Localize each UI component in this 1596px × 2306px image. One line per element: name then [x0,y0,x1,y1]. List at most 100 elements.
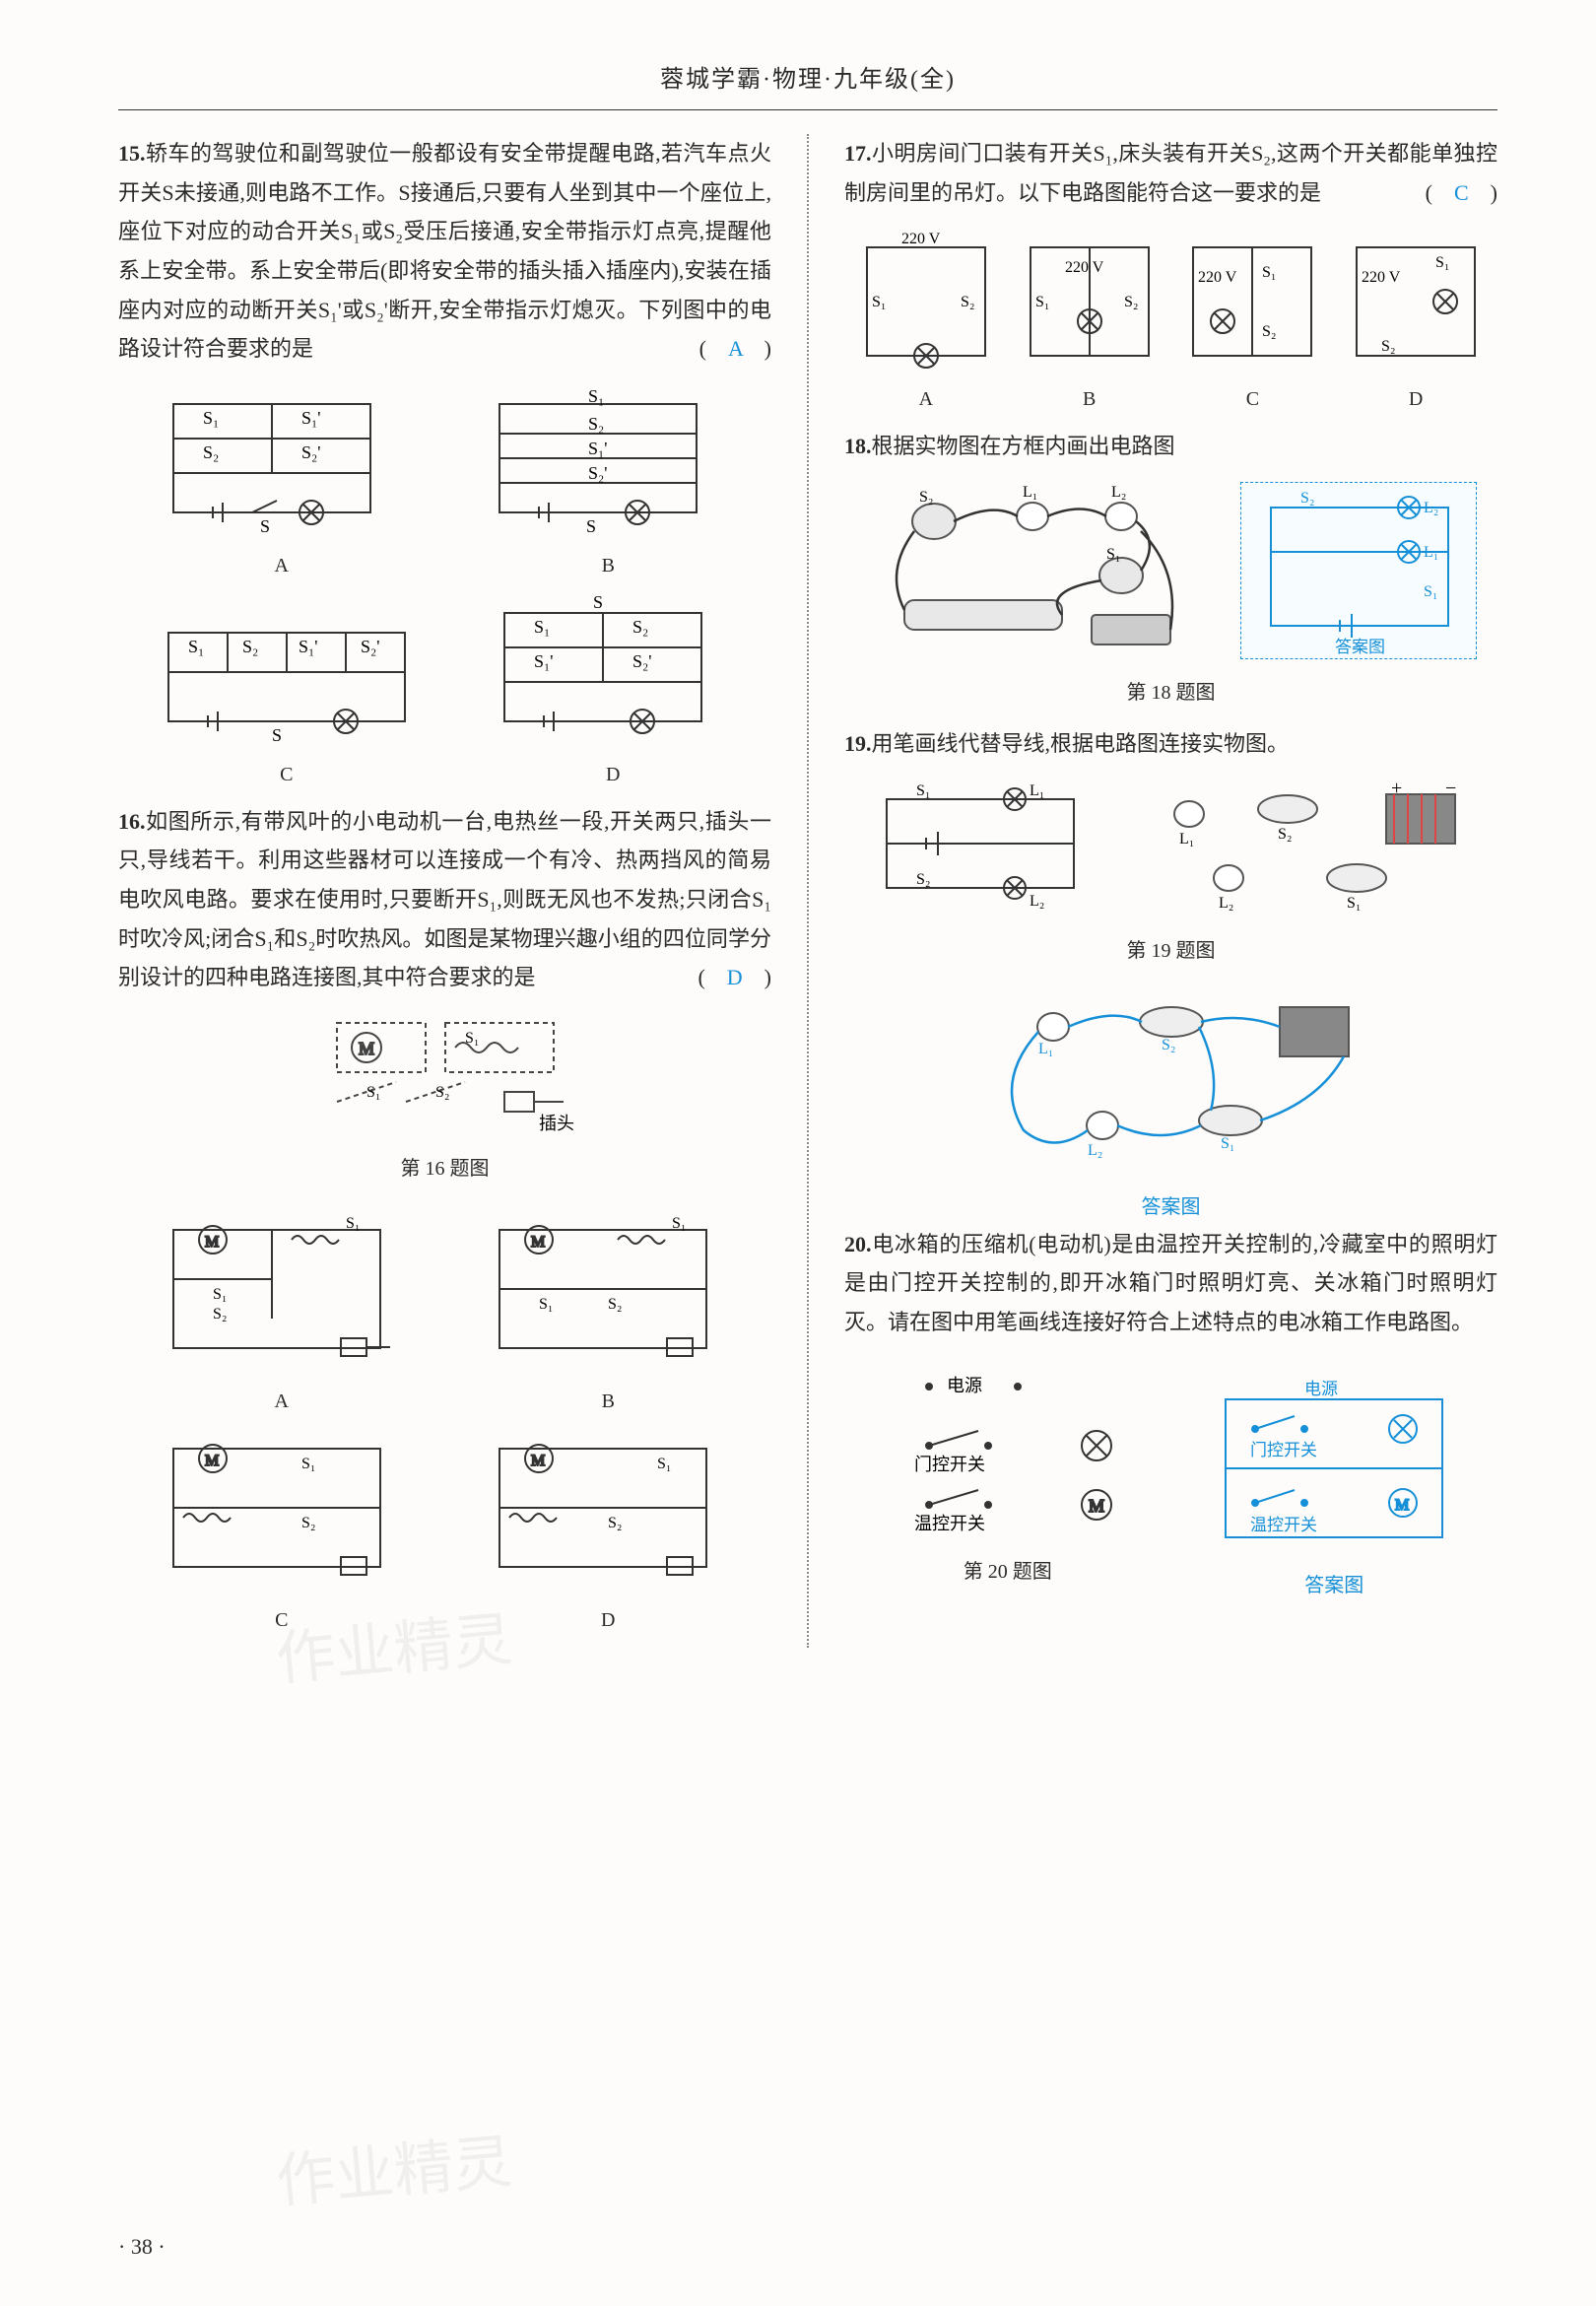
svg-text:S₁: S₁ [301,1456,315,1472]
option-label: D [1409,381,1423,417]
svg-text:S₂: S₂ [608,1296,622,1313]
q16-options-row1: M S₁ S₁ S₂ A M S₁ [118,1210,771,1419]
question-16: 16.如图所示,有带风叶的小电动机一台,电热丝一段,开关两只,插头一只,导线若干… [118,802,771,997]
circuit-icon: 220 V S₁ S₂ [852,228,1000,375]
svg-text:L₂: L₂ [1088,1142,1102,1159]
svg-text:L₁: L₁ [1038,1041,1053,1057]
svg-text:S: S [260,516,270,536]
q18-number: 18. [844,434,872,458]
svg-text:M: M [531,1453,545,1469]
svg-text:S₂: S₂ [1381,338,1395,355]
svg-text:S₁: S₁ [916,782,930,799]
q19-answer: L₁ S₂ L₂ S₁ [844,983,1497,1180]
svg-text:L₂: L₂ [1111,484,1126,501]
circuit-icon: 220 V S₁ S₂ [1178,228,1326,375]
svg-text:S₁: S₁ [539,1296,553,1313]
svg-text:−: − [1445,780,1456,799]
components-icon: M S₁ S₁ S₂ 插头 [307,1013,583,1141]
svg-text:S₁: S₁ [346,1215,360,1232]
q16-option-c: M S₁ S₂ C [154,1429,410,1638]
q17-option-c: 220 V S₁ S₂ C [1178,228,1326,417]
svg-text:S: S [586,516,596,536]
svg-text:S₂: S₂ [203,442,219,462]
components-icon: L₁ S₂ L₂ S₁ +− [1140,780,1475,917]
q15-answer: A [728,336,743,361]
circuit-icon: 220 V S₁ S₂ [1016,228,1164,375]
option-label: A [275,548,289,583]
q15-number: 15. [118,141,146,166]
svg-text:S₂: S₂ [1262,323,1276,340]
q16-text: 如图所示,有带风叶的小电动机一台,电热丝一段,开关两只,插头一只,导线若干。利用… [118,809,771,989]
svg-text:220 V: 220 V [1362,269,1401,286]
svg-text:L₂: L₂ [1424,500,1438,516]
circuit-icon: S₁ S₂ S₁' S₂' S [480,384,736,542]
q16-number: 16. [118,809,146,834]
components-icon: M 电源 门控开关 温控开关 [870,1357,1146,1544]
two-column-layout: 15.轿车的驾驶位和副驾驶位一般都设有安全带提醒电路,若汽车点火开关S未接通,则… [118,134,1497,1648]
q17-answer: C [1454,180,1469,205]
svg-text:S₁: S₁ [465,1030,479,1047]
q16-options-row2: M S₁ S₂ C M S₁ S₂ D [118,1429,771,1638]
option-label: B [1083,381,1096,417]
svg-text:S₂': S₂' [301,442,321,462]
q17-option-a: 220 V S₁ S₂ A [852,228,1000,417]
question-17: 17.小明房间门口装有开关S₁,床头装有开关S₂,这两个开关都能单独控制房间里的… [844,134,1497,212]
svg-text:M: M [1089,1496,1104,1516]
answer-circuit-icon: M 电源 门控开关 温控开关 [1196,1375,1472,1562]
svg-text:S₁: S₁ [1424,583,1437,600]
page-number: · 38 · [118,2227,166,2267]
svg-text:S₁: S₁ [1106,546,1120,563]
right-column: 17.小明房间门口装有开关S₁,床头装有开关S₂,这两个开关都能单独控制房间里的… [844,134,1497,1648]
svg-text:S₁: S₁ [188,637,204,656]
svg-text:电源: 电源 [1304,1380,1338,1398]
svg-text:220 V: 220 V [901,231,941,247]
svg-text:S₂: S₂ [435,1084,449,1101]
q16-option-a: M S₁ S₁ S₂ A [154,1210,410,1419]
q16-answer: D [727,965,743,989]
q15-options-row1: S₁ S₁' S₂ S₂' S A S₁ S₂ [118,384,771,583]
column-divider [807,134,809,1648]
q19-caption: 第 19 题图 [844,933,1497,969]
q17-options: 220 V S₁ S₂ A 220 V S₁ S₂ B [844,228,1497,417]
svg-text:S₁: S₁ [1262,264,1276,281]
q15-text: 轿车的驾驶位和副驾驶位一般都设有安全带提醒电路,若汽车点火开关S未接通,则电路不… [118,141,771,361]
option-label: B [602,548,615,583]
q20-text: 电冰箱的压缩机(电动机)是由温控开关控制的,冷藏室中的照明灯是由门控开关控制的,… [844,1232,1497,1334]
q16-answer-bracket: ( D ) [698,958,771,997]
option-label: C [280,757,293,792]
svg-text:220 V: 220 V [1198,269,1237,286]
q20-number: 20. [844,1232,872,1256]
circuit-icon: M S₁ S₁ S₂ [480,1210,736,1378]
answer-circuit-icon: S₂ L₂ L₁ S₁ 答案图 [1240,482,1477,659]
svg-text:S₂: S₂ [919,489,933,506]
circuit-icon: M S₁ S₂ [154,1429,410,1596]
option-label: C [1246,381,1259,417]
svg-text:电源: 电源 [947,1376,982,1395]
circuit-icon: S₁ S₁' S₂ S₂' S [154,384,410,542]
q15-option-d: S S₁ S₂ S₁' S₂' D [485,593,741,792]
svg-text:S₁': S₁' [534,651,554,671]
answer-physical-icon: L₁ S₂ L₂ S₁ [964,983,1378,1180]
q15-answer-bracket: ( A ) [699,329,771,369]
q17-option-b: 220 V S₁ S₂ B [1016,228,1164,417]
q20-components: M 电源 门控开关 温控开关 第 20 题图 [870,1357,1146,1603]
circuit-icon: S S₁ S₂ S₁' S₂' [485,593,741,751]
svg-text:S₁': S₁' [299,637,318,656]
q20-figures: M 电源 门控开关 温控开关 第 20 题图 M 电源 门控开关 [844,1357,1497,1603]
svg-text:S₁: S₁ [213,1286,227,1303]
physical-circuit-icon: S₂ L₁ L₂ S₁ [865,482,1200,659]
svg-text:S₁': S₁' [588,439,608,458]
svg-text:S₁: S₁ [657,1456,671,1472]
svg-text:S₁: S₁ [1221,1135,1234,1152]
svg-text:S: S [272,725,282,745]
svg-text:温控开关: 温控开关 [1250,1516,1317,1534]
svg-text:L₁: L₁ [1023,484,1037,501]
watermark-bottom: 作业精灵 [272,2109,516,2236]
svg-text:S₂: S₂ [213,1306,227,1323]
q16-components: M S₁ S₁ S₂ 插头 第 16 题图 [307,1013,583,1200]
svg-text:M: M [205,1234,219,1251]
q16-option-b: M S₁ S₁ S₂ B [480,1210,736,1419]
svg-text:S₁: S₁ [203,408,219,428]
svg-text:L₁: L₁ [1179,831,1194,848]
option-label: D [601,1602,615,1638]
